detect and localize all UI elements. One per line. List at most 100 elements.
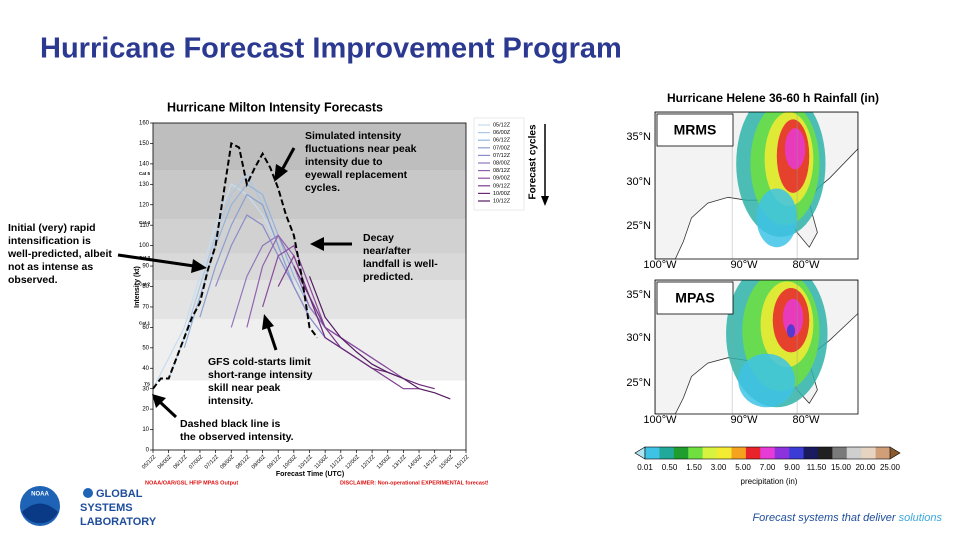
panel-label-box bbox=[656, 281, 734, 315]
source-note: NOAA/OAR/GSL HFIP MPAS Output bbox=[145, 480, 238, 486]
category-band bbox=[153, 219, 466, 254]
legend-label: 10/12Z bbox=[493, 198, 511, 204]
panel-label: MPAS bbox=[675, 290, 714, 306]
legend-label: 06/12Z bbox=[493, 138, 511, 144]
colorbar: 0.01 0.50 1.50 3.00 5.00 7.00 9.00 11.50 15.00 20… bbox=[634, 446, 901, 472]
y-tick-label: 90 bbox=[142, 264, 149, 270]
colorbar-segment bbox=[875, 447, 891, 459]
category-band bbox=[153, 380, 466, 450]
legend-arrow bbox=[541, 124, 549, 206]
colorbar-segment bbox=[745, 447, 761, 459]
annotation-line: Initial (very) rapid bbox=[8, 222, 96, 234]
category-band bbox=[153, 170, 466, 220]
tagline-emphasis: solutions bbox=[899, 512, 943, 524]
colorbar-tick-label: 5.00 bbox=[735, 463, 751, 472]
colorbar-segment bbox=[803, 447, 819, 459]
lon-label: 90°W bbox=[730, 414, 758, 426]
colorbar-segment bbox=[760, 447, 776, 459]
tagline-text: Forecast systems that deliver bbox=[752, 512, 896, 524]
chart-title: Hurricane Milton Intensity Forecasts bbox=[167, 100, 383, 114]
lon-label: 90°W bbox=[730, 259, 758, 271]
rain-area bbox=[756, 188, 798, 248]
rain-area bbox=[784, 128, 806, 170]
colorbar-segment bbox=[702, 447, 718, 459]
lat-label: 30°N bbox=[626, 332, 651, 344]
lon-label: 80°W bbox=[792, 414, 820, 426]
lon-label: 100°W bbox=[643, 414, 677, 426]
colorbar-segment bbox=[846, 447, 862, 459]
annotation-line: landfall is well- bbox=[363, 258, 438, 270]
legend-label: 07/00Z bbox=[493, 145, 511, 151]
disclaimer: DISCLAIMER: Non-operational EXPERIMENTAL… bbox=[340, 480, 489, 486]
x-axis-label: Forecast Time (UTC) bbox=[276, 471, 344, 478]
forecast-line bbox=[262, 244, 404, 380]
map-content bbox=[655, 112, 858, 259]
annotation-line: GFS cold-starts limit bbox=[208, 356, 311, 368]
annotation: Initial (very) rapid intensification is we… bbox=[7, 222, 112, 286]
category-label: Cat 4 bbox=[139, 220, 151, 225]
colorbar-segment bbox=[832, 447, 848, 459]
annotation: Dashed black line is the observed intensi… bbox=[180, 418, 294, 443]
forecast-line bbox=[308, 276, 451, 400]
category-label: Cat 5 bbox=[139, 171, 151, 176]
colorbar-tick-label: 0.01 bbox=[637, 463, 653, 472]
legend-box bbox=[473, 117, 525, 211]
forecast-line bbox=[293, 265, 435, 390]
lab-name: GLOBAL bbox=[96, 488, 143, 500]
map-panel: MPAS 35°N 30°N 25°N 100°W 90°W 80°W bbox=[626, 279, 859, 426]
colorbar-tick-label: 20.00 bbox=[855, 463, 876, 472]
annotation-line: intensification is bbox=[8, 235, 91, 247]
colorbar-segment bbox=[673, 447, 689, 459]
y-tick-label: 30 bbox=[142, 386, 149, 392]
annotation-line: the observed intensity. bbox=[180, 431, 294, 443]
lat-label: 35°N bbox=[626, 289, 651, 301]
tagline: Forecast systems that deliver solutions bbox=[752, 512, 942, 524]
colorbar-tick-label: 25.00 bbox=[880, 463, 901, 472]
map-frame bbox=[654, 111, 859, 260]
annotation-line: not as intense as bbox=[8, 261, 93, 273]
legend-title: Forecast cycles bbox=[528, 124, 539, 199]
annotation-line: intensity. bbox=[208, 395, 253, 407]
colorbar-tick-label: 7.00 bbox=[760, 463, 776, 472]
colorbar-tick-label: 1.50 bbox=[686, 463, 702, 472]
y-tick-label: 100 bbox=[139, 243, 150, 249]
category-band bbox=[153, 123, 466, 171]
y-tick-label: 130 bbox=[139, 182, 150, 188]
lon-label: 100°W bbox=[643, 259, 677, 271]
legend-label: 10/00Z bbox=[493, 191, 511, 197]
y-tick-label: 160 bbox=[139, 121, 150, 127]
colorbar-tick-label: 15.00 bbox=[831, 463, 852, 472]
category-label: Cat 1 bbox=[139, 320, 151, 325]
colorbar-segment bbox=[688, 447, 703, 459]
legend-label: 07/12Z bbox=[493, 153, 511, 159]
legend-label: 08/12Z bbox=[493, 168, 511, 174]
lat-label: 25°N bbox=[626, 220, 651, 232]
rain-area bbox=[738, 353, 796, 408]
annotation-line: predicted. bbox=[363, 271, 413, 283]
lon-label: 80°W bbox=[792, 259, 820, 271]
colorbar-label: precipitation (in) bbox=[741, 477, 798, 486]
y-tick-label: 0 bbox=[146, 448, 150, 454]
colorbar-tick-label: 0.50 bbox=[662, 463, 678, 472]
annotation: Decay near/after landfall is well-predicte… bbox=[363, 232, 438, 283]
annotation-line: cycles. bbox=[305, 182, 340, 194]
map-panel: MRMS 35°N 30°N 25°N 100°W 90°W 80°W bbox=[626, 111, 859, 271]
y-tick-label: 150 bbox=[139, 141, 150, 147]
y-tick-label: 20 bbox=[142, 407, 149, 413]
noaa-logo-text: NOAA bbox=[31, 492, 49, 498]
lab-name: LABORATORY bbox=[80, 516, 157, 528]
map-title: Hurricane Helene 36-60 h Rainfall (in) bbox=[667, 91, 879, 105]
legend-label: 09/12Z bbox=[493, 183, 511, 189]
annotation: GFS cold-starts limit short-range intensi… bbox=[208, 356, 313, 407]
annotation-line: well-predicted, albeit bbox=[7, 248, 112, 260]
colorbar-tick-label: 3.00 bbox=[711, 463, 727, 472]
annotation-line: fluctuations near peak bbox=[305, 143, 417, 155]
legend-label: 08/00Z bbox=[493, 160, 511, 166]
y-axis-label: Intensity (kt) bbox=[134, 266, 141, 308]
y-tick-label: 60 bbox=[142, 325, 149, 331]
y-tick-label: 40 bbox=[142, 366, 149, 372]
legend-label: 09/00Z bbox=[493, 176, 511, 182]
colorbar-segment bbox=[789, 447, 804, 459]
y-tick-label: 120 bbox=[139, 202, 150, 208]
